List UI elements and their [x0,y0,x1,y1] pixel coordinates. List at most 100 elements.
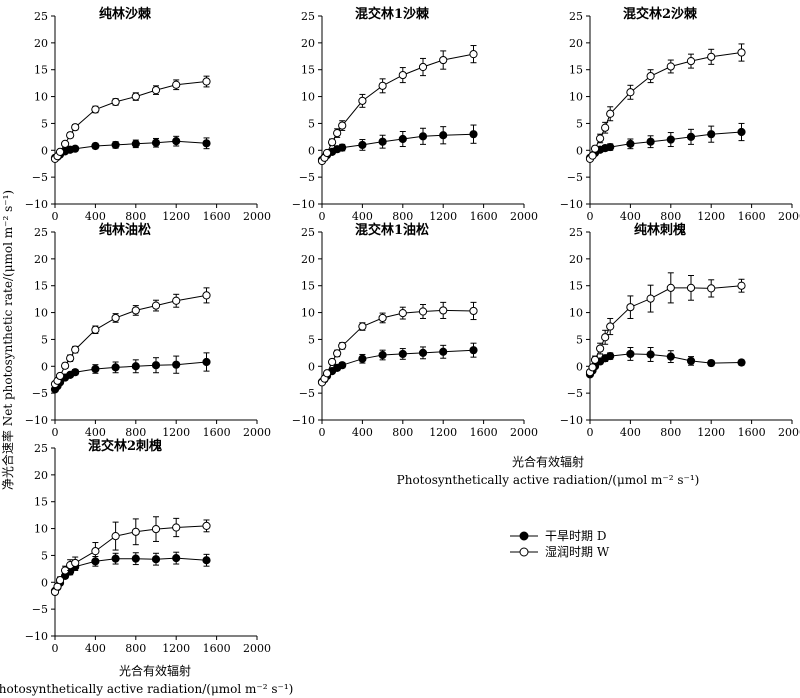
x-tick-label: 1200 [697,426,725,439]
x-tick-label: 800 [660,426,681,439]
x-tick-label: 1600 [470,210,498,223]
y-tick-label: 20 [301,37,315,50]
x-tick-label: 800 [125,642,146,655]
x-tick-label: 2000 [778,426,800,439]
x-tick-label: 1600 [738,426,766,439]
data-point [333,349,342,358]
data-point [378,350,387,360]
data-point [131,92,140,101]
data-point [202,357,211,367]
x-tick-label: 1600 [470,426,498,439]
data-point [398,349,407,359]
data-point [91,105,100,114]
y-tick-label: 10 [34,91,48,104]
data-point [328,357,337,367]
data-point [707,284,716,293]
data-point [646,137,655,146]
y-tick-label: 0 [41,144,48,157]
data-point [55,371,65,381]
data-point [378,313,387,323]
data-point [707,52,716,61]
data-point [737,127,746,137]
x-tick-label: 1600 [203,642,231,655]
data-point [111,140,120,150]
x-tick-label: 400 [85,426,106,439]
series-drought [585,122,746,162]
data-point [737,358,746,367]
y-tick-label: −5 [299,171,315,184]
series-wet [50,75,211,163]
panel-title: 混交林2刺槐 [88,438,162,454]
y-tick-label: 10 [301,307,315,320]
data-point [686,356,696,366]
data-point [588,151,597,160]
y-tick-label: −10 [292,198,315,211]
panel-chunlin-cihuai: −10 −5 0 5 10 15 20 25 0 400 800 1200 1600 2000 纯林刺槐 [560,222,800,439]
data-point [418,307,428,316]
data-point [338,121,347,130]
y-tick-label: −10 [25,630,48,643]
x-tick-label: 400 [352,426,373,439]
x-tick-label: 2000 [243,426,271,439]
x-tick-label: 400 [620,426,641,439]
data-point [322,148,332,158]
data-point [202,556,211,565]
data-point [737,281,746,290]
x-tick-label: 1200 [162,426,190,439]
data-point [131,554,140,563]
legend-label-wet: 湿润时期 W [545,544,610,559]
legend: 干旱时期 D 湿润时期 W [510,529,610,559]
x-tick-label: 2000 [510,426,538,439]
data-point [358,140,367,150]
data-point [91,547,100,556]
data-point [606,142,615,152]
data-point [378,137,387,146]
data-point [666,283,675,292]
x-tick-label: 0 [319,426,326,439]
x-axis-label-en-bottom: Photosynthetically active radiation/(μmo… [0,682,293,696]
y-axis-label: 净光合速率 Net photosynthetic rate/(μmol m⁻² … [0,190,15,490]
x-tick-label: 2000 [243,642,271,655]
y-tick-label: 0 [41,576,48,589]
data-point [358,96,367,105]
x-tick-label: 800 [392,426,413,439]
data-point [737,48,746,57]
y-tick-label: −10 [25,198,48,211]
y-tick-label: 25 [34,442,48,455]
data-point [707,358,716,368]
data-point [131,527,140,536]
data-point [66,354,75,363]
data-point [606,322,615,331]
series-wet [50,287,211,389]
x-tick-label: 400 [620,210,641,223]
y-tick-label: −10 [560,414,583,427]
data-point [202,77,211,86]
x-tick-label: 1600 [203,210,231,223]
data-point [469,306,478,316]
data-point [172,554,181,563]
y-tick-label: 25 [34,10,48,23]
y-tick-label: 10 [569,91,583,104]
y-tick-label: 15 [569,280,583,293]
y-tick-label: 20 [34,469,48,482]
y-tick-label: 15 [34,496,48,509]
x-axis-label-cn-right: 光合有效辐射 [512,454,584,469]
legend-marker-drought [519,531,529,541]
data-point [439,347,448,356]
data-point [596,134,605,143]
data-point [151,555,161,564]
x-tick-label: 800 [660,210,681,223]
data-point [91,325,100,334]
x-tick-label: 1600 [203,426,231,439]
data-point [469,50,478,59]
data-point [131,306,140,315]
x-tick-label: 800 [125,426,146,439]
series-wet [317,45,478,166]
x-tick-label: 2000 [510,210,538,223]
y-tick-label: 15 [301,280,315,293]
data-point [202,521,211,530]
data-point [358,354,367,363]
x-tick-label: 400 [85,642,106,655]
y-tick-label: 20 [301,253,315,266]
legend-label-drought: 干旱时期 D [545,529,606,543]
